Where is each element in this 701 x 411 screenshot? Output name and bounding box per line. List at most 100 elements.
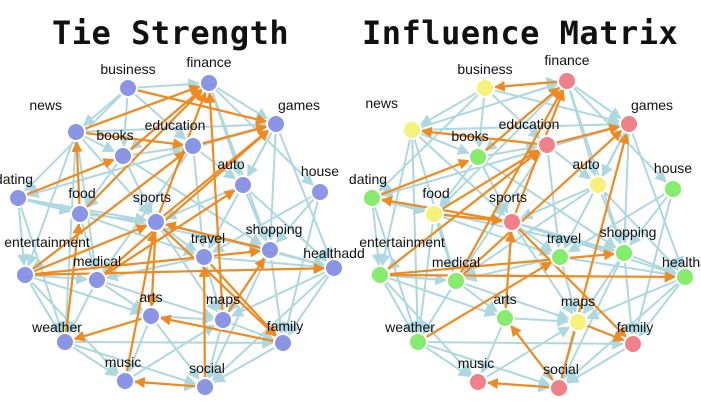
node-food[interactable] [424,204,444,224]
node-maps[interactable] [213,310,233,330]
weak-edge-entertainment-arts [33,276,143,316]
node-news[interactable] [66,122,86,142]
node-label-food: food [68,185,95,201]
weak-edge-business-books [474,96,487,149]
node-label-music: music [105,354,142,370]
node-auto[interactable] [233,175,253,195]
weak-edge-business-education [134,93,187,141]
weak-edge-weather-social [426,343,551,388]
node-games[interactable] [266,114,286,134]
node-label-shopping: shopping [246,221,303,237]
weak-edge-books-food [85,162,119,207]
node-dating[interactable] [362,188,382,208]
node-shopping[interactable] [614,243,634,263]
strong-edge-social-travel [198,265,210,379]
weak-edge-arts-music [480,325,503,374]
node-healthadd[interactable] [324,258,344,278]
node-label-social: social [189,360,225,376]
node-shopping[interactable] [260,240,280,260]
node-label-social: social [543,361,579,377]
strong-edge-sports-family [517,227,627,338]
node-arts[interactable] [495,308,515,328]
node-entertainment[interactable] [370,265,390,285]
weak-edge-travel-medical [105,257,196,282]
strong-edge-music-sports [125,230,158,373]
weak-edge-weather-family [73,336,275,349]
node-medical[interactable] [87,270,107,290]
influence-matrix-title: Influence Matrix [362,14,679,52]
weak-edge-medical-maps [464,282,570,322]
weak-edge-business-education [490,93,541,140]
weak-edge-books-shopping [130,160,263,246]
weak-edge-healthadd-family [287,274,330,336]
weak-edge-dating-weather [373,206,418,334]
weak-edge-education-travel [192,154,208,249]
node-label-news: news [365,95,398,111]
node-education[interactable] [537,135,557,155]
node-maps[interactable] [568,312,588,332]
node-music[interactable] [115,371,135,391]
weak-edge-auto-sports [164,187,236,220]
node-house[interactable] [663,179,683,199]
node-sports[interactable] [502,212,522,232]
strong-edge-business-games [136,89,268,125]
strong-edge-food-news [71,140,83,206]
weak-edge-house-family [282,200,319,335]
node-label-weather: weather [31,319,82,335]
node-label-maps: maps [561,293,595,309]
node-arts[interactable] [141,306,161,326]
weak-edge-books-sports [481,164,509,215]
node-sports[interactable] [146,212,166,232]
node-label-arts: arts [493,291,516,307]
node-weather[interactable] [408,332,428,352]
node-business[interactable] [475,78,495,98]
node-news[interactable] [402,120,422,140]
node-label-business: business [457,61,512,77]
weak-edge-news-books [83,135,116,153]
node-label-sports: sports [133,189,171,205]
weak-edge-family-social [212,346,276,383]
strong-edge-sports-family [161,227,277,337]
node-business[interactable] [118,78,138,98]
node-books[interactable] [468,147,488,167]
strong-edge-maps-shopping [227,257,266,314]
strong-edge-arts-sports [504,230,517,310]
node-finance[interactable] [199,73,219,93]
node-medical[interactable] [446,271,466,291]
weak-edge-shopping-social [208,257,268,380]
node-travel[interactable] [550,247,570,267]
node-auto[interactable] [588,175,608,195]
node-travel[interactable] [194,247,214,267]
strong-edge-books-finance [129,88,203,152]
weak-edge-medical-arts [103,284,144,312]
node-label-auto: auto [217,156,244,172]
weak-edge-healthadd-family [638,283,681,338]
weak-edge-entertainment-medical [33,272,89,285]
node-family[interactable] [623,334,643,354]
node-dating[interactable] [8,188,28,208]
node-entertainment[interactable] [15,265,35,285]
node-books[interactable] [113,146,133,166]
weak-edge-books-food [439,163,474,208]
node-weather[interactable] [55,332,75,352]
node-social[interactable] [195,377,215,397]
node-education[interactable] [183,136,203,156]
node-label-entertainment: entertainment [359,234,445,250]
node-social[interactable] [549,378,569,398]
weak-edge-house-travel [211,195,313,253]
strong-edge-education-news [420,126,539,146]
weak-edge-finance-auto [210,91,243,177]
strong-edge-social-games [560,132,630,380]
node-food[interactable] [70,204,90,224]
weak-edge-music-maps [132,324,216,378]
node-healthadd[interactable] [675,267,695,287]
weak-edge-finance-games [573,85,622,120]
node-music[interactable] [468,372,488,392]
node-label-house: house [301,163,339,179]
node-finance[interactable] [557,71,577,91]
node-family[interactable] [273,333,293,353]
weak-edge-food-travel [442,215,552,256]
node-games[interactable] [619,114,639,134]
node-house[interactable] [310,182,330,202]
